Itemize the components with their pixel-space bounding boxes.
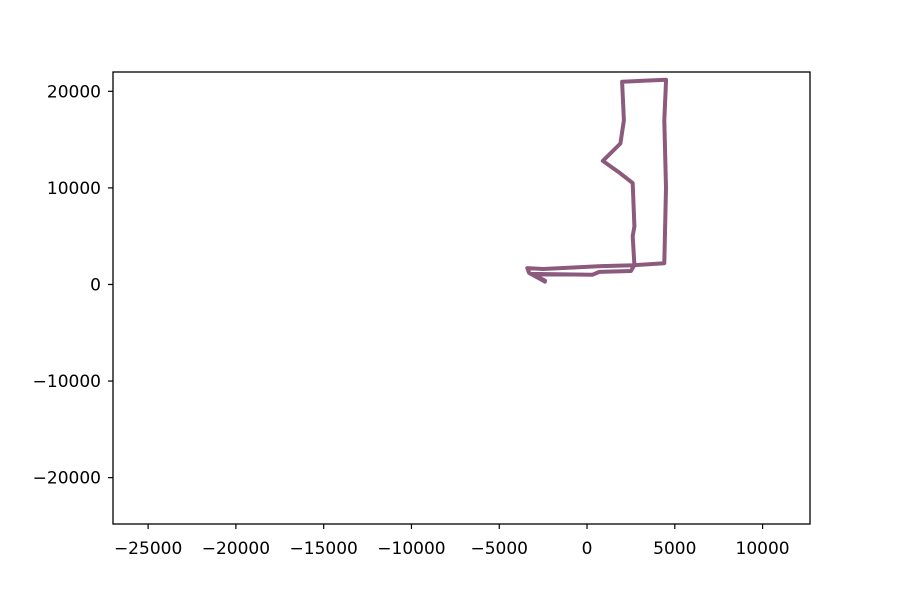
axes-frame (112, 71, 811, 525)
y-tick-label: 10000 (47, 179, 101, 199)
x-tick-label: 5000 (653, 539, 696, 559)
x-tick-label: −10000 (377, 539, 445, 559)
y-tick-label: −20000 (33, 469, 101, 489)
x-tick-label: −15000 (290, 539, 358, 559)
x-tick-label: −5000 (470, 539, 528, 559)
series-line-0 (525, 77, 668, 284)
x-tick-label: −25000 (114, 539, 182, 559)
plot-content (525, 77, 668, 284)
x-tick-label: 0 (582, 539, 593, 559)
y-tick-label: −10000 (33, 372, 101, 392)
y-tick-label: 20000 (47, 82, 101, 102)
x-tick-label: 10000 (736, 539, 790, 559)
x-tick-label: −20000 (202, 539, 270, 559)
y-tick-label: 0 (90, 275, 101, 295)
y-axis: 20000 10000 0 −10000 −20000 (33, 82, 113, 489)
x-axis: −25000 −20000 −15000 −10000 −5000 0 5000 10000 (114, 524, 790, 559)
